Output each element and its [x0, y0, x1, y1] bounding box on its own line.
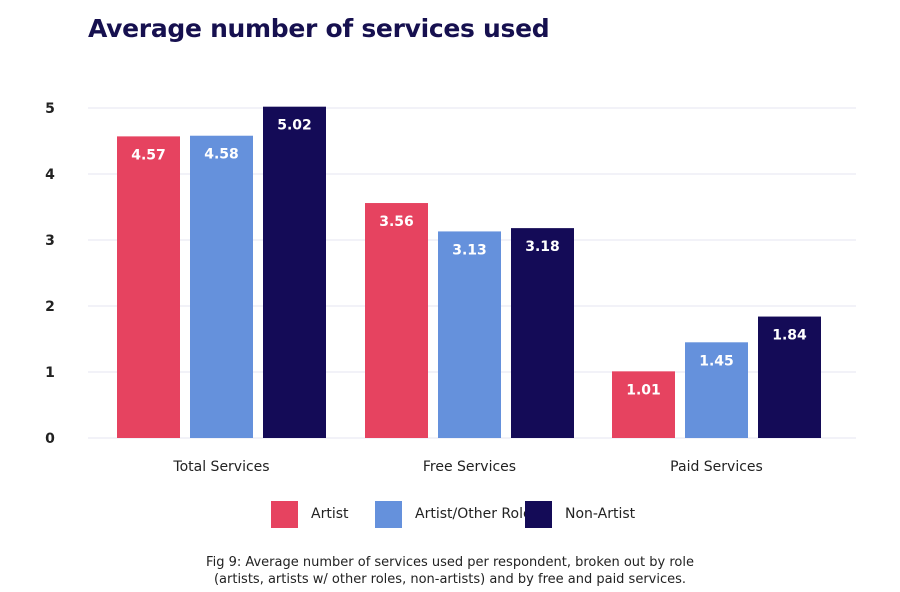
bar-value-label: 3.56 [379, 214, 414, 230]
legend-label: Non-Artist [565, 506, 636, 522]
legend-swatch [375, 500, 402, 528]
bar-value-label: 1.01 [626, 382, 661, 398]
caption-line-1: Fig 9: Average number of services used p… [206, 555, 694, 570]
bar-value-label: 4.58 [204, 147, 239, 163]
bar-0-1 [190, 135, 253, 438]
x-category-label: Total Services [172, 459, 269, 475]
legend-swatch [525, 500, 552, 528]
bar-value-label: 3.18 [525, 239, 560, 255]
bar-2-2 [758, 316, 821, 438]
y-tick-label-1: 1 [45, 365, 55, 381]
bar-value-label: 1.84 [772, 328, 807, 344]
bar-chart: 0 1 2 3 4 5 4.57 4.58 5.02 Total Services 3.56 3.13… [45, 101, 856, 475]
bar-value-label: 1.45 [699, 353, 734, 369]
bar-1-2 [511, 228, 574, 438]
y-tick-label-0: 0 [45, 431, 55, 447]
y-tick-label-5: 5 [45, 101, 55, 117]
bar-2-1 [685, 342, 748, 438]
legend-label: Artist/Other Role [415, 506, 532, 522]
caption-line-2: (artists, artists w/ other roles, non-ar… [213, 572, 687, 587]
y-tick-label-2: 2 [45, 299, 55, 315]
legend-label: Artist [311, 506, 349, 522]
bar-1-0 [365, 203, 428, 438]
chart-title: Average number of services used [88, 14, 550, 43]
bar-2-0 [612, 371, 675, 438]
bar-value-label: 5.02 [277, 118, 312, 134]
bar-value-label: 4.57 [131, 147, 166, 163]
bar-value-label: 3.13 [452, 242, 487, 258]
x-category-label: Paid Services [670, 459, 763, 475]
x-category-label: Free Services [423, 459, 516, 475]
bar-1-1 [438, 231, 501, 438]
legend-swatch [271, 500, 298, 528]
legend-item: Artist [271, 500, 349, 528]
bar-0-0 [117, 136, 180, 438]
legend-item: Non-Artist [525, 500, 635, 528]
bar-0-2 [263, 106, 326, 439]
figure-caption: Fig 9: Average number of services used p… [0, 554, 900, 588]
y-tick-label-3: 3 [45, 233, 55, 249]
y-tick-label-4: 4 [45, 167, 55, 183]
legend-item: Artist/Other Role [375, 500, 532, 528]
